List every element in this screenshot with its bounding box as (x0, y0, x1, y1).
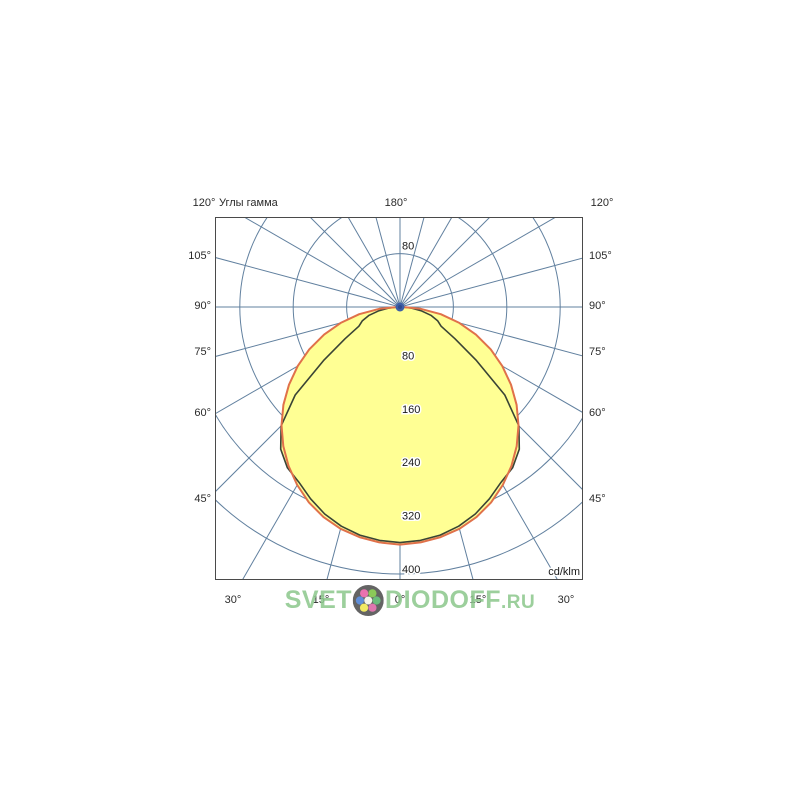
radial-tick-label-above: 80 (402, 241, 414, 253)
gamma-label-right-75: 75° (589, 346, 606, 358)
radial-tick-label-160: 160 (402, 404, 420, 416)
gamma-label-left-90: 90° (194, 300, 211, 312)
gamma-label-bottom-0: 0° (394, 594, 406, 606)
gamma-label-top-right-120: 120° (590, 197, 614, 209)
plot-border (215, 217, 583, 580)
radial-tick-label-240: 240 (402, 457, 420, 469)
radial-tick-label-400: 400 (402, 564, 420, 576)
gamma-label-right-90: 90° (589, 300, 606, 312)
gamma-ray-150 (399, 217, 453, 308)
radial-tick-label-320: 320 (402, 511, 420, 523)
radial-circle-400 (215, 499, 583, 575)
gamma-ray-285 (215, 306, 401, 357)
gamma-ray-75 (399, 306, 583, 357)
unit-label: cd/klm (548, 566, 580, 578)
gamma-label-top-center-180: 180° (384, 197, 408, 209)
gamma-label-bottom-15-left: 15° (312, 594, 330, 606)
gamma-label-bottom-30-right: 30° (557, 594, 575, 606)
gamma-label-bottom-15-right: 15° (469, 594, 487, 606)
gamma-label-right-45: 45° (589, 493, 606, 505)
intensity-curves (279, 306, 521, 546)
gamma-label-left-60: 60° (194, 407, 211, 419)
gamma-label-right-105: 105° (589, 250, 612, 262)
svetodiodoff-logo-icon (353, 585, 385, 616)
polar-photometric-chart: 80 80 160 240 320 400 cd/klm (215, 217, 583, 580)
gamma-label-right-60: 60° (589, 407, 606, 419)
watermark: SVET DIODOFF .RU (285, 585, 536, 616)
watermark-text-ru: .RU (501, 592, 536, 613)
gamma-ray-225 (309, 217, 401, 308)
watermark-text-diodoff: DIODOFF (385, 586, 502, 614)
curve-c90-c270 (279, 306, 521, 544)
curve-c0-c180 (280, 306, 520, 546)
gamma-ray-135 (399, 217, 491, 308)
gamma-label-top-left-120: 120° (192, 197, 216, 209)
gamma-ray-120 (399, 217, 557, 308)
axis-title-gamma-angles: Углы гамма (219, 197, 278, 209)
gamma-ray-105 (399, 257, 583, 308)
watermark-text-svet: SVET (284, 586, 353, 614)
gamma-label-left-45: 45° (194, 493, 211, 505)
gamma-ray-240 (243, 217, 401, 308)
gamma-label-left-105: 105° (188, 250, 211, 262)
polar-chart-svg: 80 80 160 240 320 400 cd/klm (215, 217, 583, 580)
gamma-ray-210 (347, 217, 401, 308)
gamma-ray-255 (215, 257, 401, 308)
radial-tick-label-80: 80 (402, 350, 414, 362)
gamma-label-left-75: 75° (194, 346, 211, 358)
gamma-label-bottom-30-left: 30° (224, 594, 242, 606)
